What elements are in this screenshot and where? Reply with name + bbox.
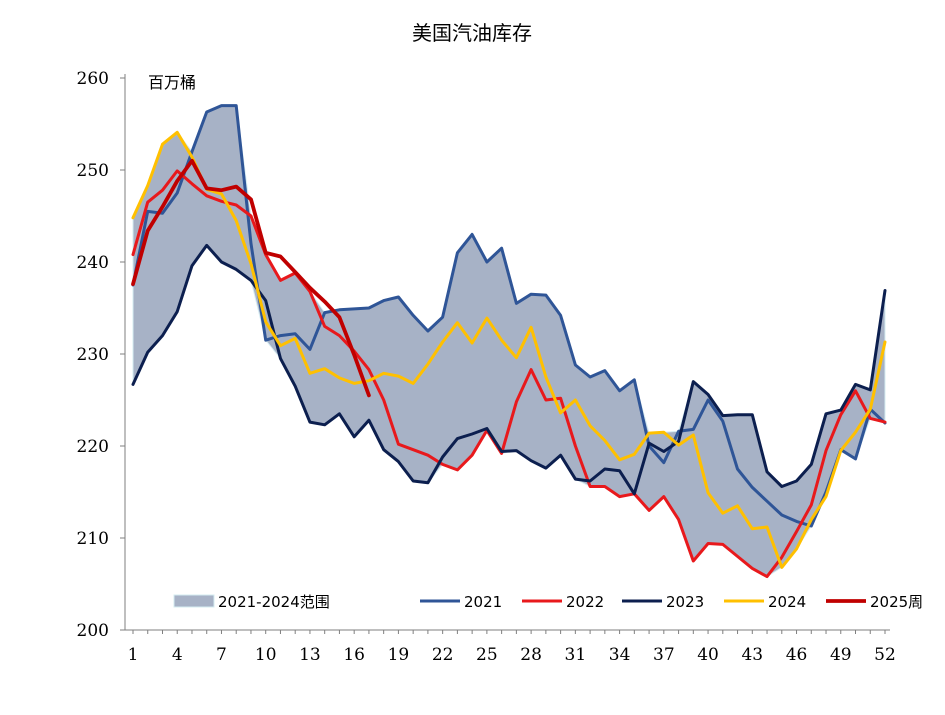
series-line-2022 (131, 169, 887, 579)
x-tick-label: 22 (432, 645, 454, 665)
x-tick-label: 49 (830, 645, 852, 665)
x-tick-label: 19 (388, 645, 410, 665)
x-tick-label: 7 (216, 645, 227, 665)
x-tick-label: 28 (520, 645, 542, 665)
x-tick-label: 43 (741, 645, 763, 665)
legend-label-2021: 2021 (464, 593, 502, 611)
x-tick-label: 25 (476, 645, 498, 665)
series-layer (131, 104, 887, 579)
x-tick-label: 13 (299, 645, 321, 665)
legend-swatch-range-band (173, 594, 215, 608)
chart-title: 美国汽油库存 (412, 21, 532, 45)
legend-label-range-band: 2021-2024范围 (218, 593, 330, 611)
y-tick-label: 230 (77, 345, 109, 365)
x-tick-label: 37 (653, 645, 675, 665)
x-tick-label: 1 (128, 645, 139, 665)
y-tick-label: 250 (77, 161, 109, 181)
x-tick-label: 40 (697, 645, 719, 665)
series-line-2024 (131, 130, 887, 569)
x-tick-label: 16 (343, 645, 365, 665)
legend-label-2022: 2022 (566, 593, 604, 611)
axes-layer: 200 210 220 230 240 250 260 1 4 7 10 13 16 19 22 25 28 31… (77, 69, 896, 665)
y-tick-label: 210 (77, 529, 109, 549)
x-tick-label: 46 (786, 645, 808, 665)
legend: 2021-2024范围 2021 2022 2023 2024 2025周 (173, 593, 923, 611)
x-tick-label: 10 (255, 645, 277, 665)
legend-label-2023: 2023 (666, 593, 704, 611)
y-tick-label: 220 (77, 437, 109, 457)
y-unit-label: 百万桶 (148, 73, 196, 92)
legend-label-2025周: 2025周 (870, 593, 923, 611)
legend-label-2024: 2024 (768, 593, 806, 611)
series-line-2025周 (131, 158, 371, 398)
y-tick-label: 200 (77, 621, 109, 641)
y-tick-label: 240 (77, 253, 109, 273)
x-tick-label: 31 (565, 645, 587, 665)
x-tick-label: 4 (172, 645, 183, 665)
x-tick-label: 52 (874, 645, 896, 665)
y-tick-label: 260 (77, 69, 109, 89)
x-tick-label: 34 (609, 645, 631, 665)
